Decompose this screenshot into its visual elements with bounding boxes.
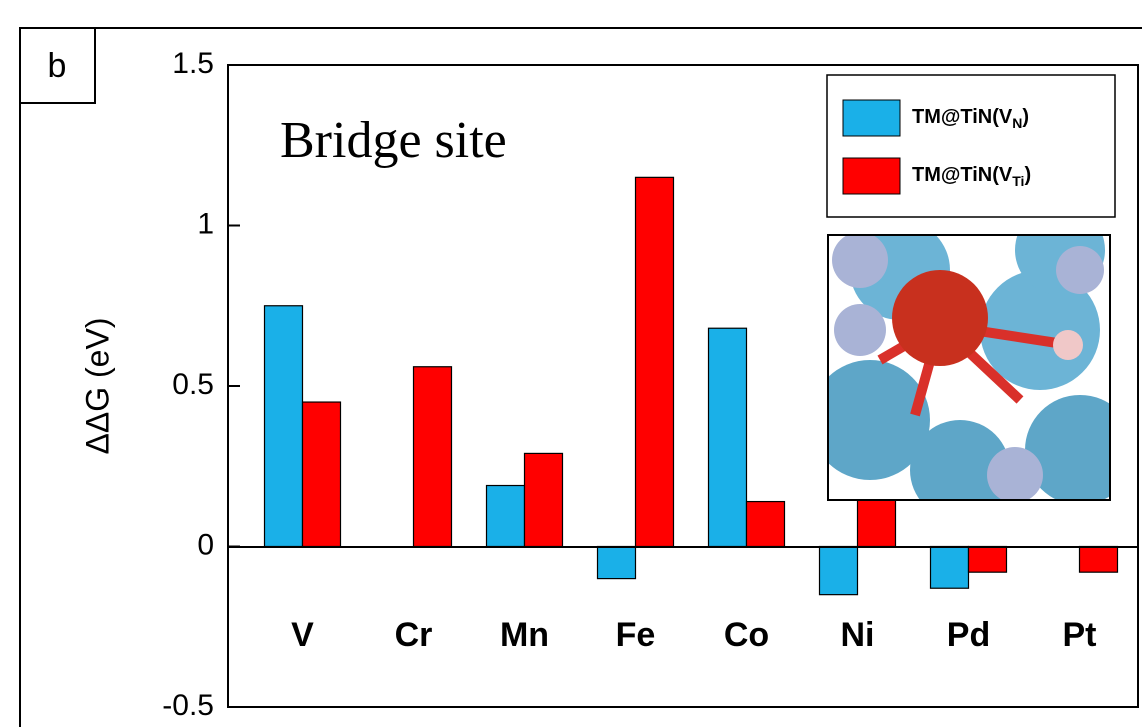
bar: [303, 402, 341, 546]
x-tick-label: Pt: [1063, 616, 1097, 654]
y-tick-label: 1.5: [172, 47, 214, 80]
bar: [709, 328, 747, 546]
bar: [1080, 547, 1118, 573]
bar: [414, 367, 452, 547]
x-tick-label: V: [291, 616, 314, 654]
bar: [636, 177, 674, 546]
chart: b ΔΔG (eV) Bridge site -0.5 0 0.5 1 1.5 V Cr Mn…: [0, 0, 1142, 727]
x-tick-label: Fe: [616, 616, 656, 654]
bar: [931, 547, 969, 589]
y-axis-label: ΔΔG (eV): [79, 318, 115, 455]
y-tick-label: 0.5: [172, 368, 214, 401]
bar: [598, 547, 636, 579]
bar: [969, 547, 1007, 573]
y-tick-label: 0: [197, 528, 214, 561]
x-tick-label: Pd: [947, 616, 990, 654]
inset: [810, 205, 1135, 520]
y-tick-label: 1: [197, 207, 214, 240]
bar: [747, 502, 785, 547]
legend: TM@TiN(VN)TM@TiN(VTi): [827, 75, 1115, 217]
bar: [525, 453, 563, 546]
bar: [487, 486, 525, 547]
panel-label: b: [48, 47, 67, 85]
bar: [265, 306, 303, 547]
annotation: Bridge site: [280, 112, 507, 169]
x-tick-label: Ni: [841, 616, 875, 654]
y-tick-label: -0.5: [162, 689, 214, 722]
x-tick-label: Mn: [500, 616, 549, 654]
x-tick-label: Co: [724, 616, 769, 654]
legend-label: TM@TiN(VN): [912, 106, 1029, 130]
legend-swatch: [843, 158, 900, 194]
legend-frame: [827, 75, 1115, 217]
bar: [820, 547, 858, 595]
x-tick-label: Cr: [395, 616, 433, 654]
legend-swatch: [843, 100, 900, 136]
